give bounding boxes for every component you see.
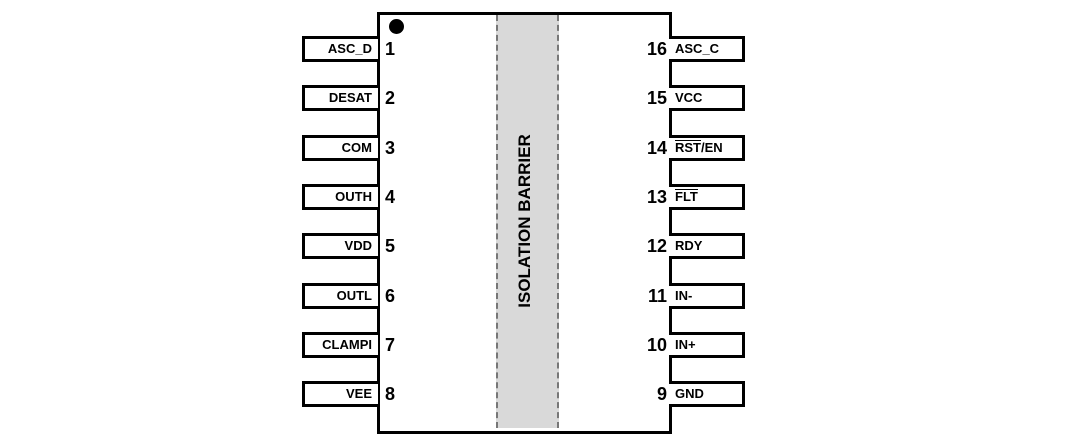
pin-name: IN- bbox=[675, 287, 693, 303]
pin-11-number: 11 bbox=[647, 285, 667, 306]
pin-name: COM bbox=[341, 139, 372, 155]
pin-3-number: 3 bbox=[385, 137, 396, 158]
pin-2-number: 2 bbox=[385, 88, 396, 109]
pin-7-number: 7 bbox=[385, 334, 396, 355]
pin-8-number: 8 bbox=[385, 384, 396, 405]
pin-13-label: FLT bbox=[669, 183, 745, 210]
pin-name: ASC_C bbox=[675, 41, 720, 56]
pin-7-label: CLAMPI bbox=[302, 331, 378, 358]
pin-14-label: RST/EN bbox=[669, 134, 745, 161]
pin-16-number: 16 bbox=[646, 39, 667, 59]
pin-15-number: 15 bbox=[646, 88, 667, 109]
isolation-barrier bbox=[496, 15, 559, 428]
pin-4-label: OUTH bbox=[302, 183, 378, 210]
pin-5-number: 5 bbox=[385, 236, 396, 257]
pin1-indicator-dot bbox=[389, 19, 404, 34]
pin-13-number: 13 bbox=[646, 186, 667, 207]
pin-name: VCC bbox=[675, 90, 703, 106]
pin-6-number: 6 bbox=[385, 285, 396, 306]
pin-name: IN+ bbox=[675, 336, 696, 352]
pin-16-label: ASC_C bbox=[669, 36, 745, 62]
pin-name: DESAT bbox=[328, 90, 372, 106]
pin-name: OUTH bbox=[335, 188, 372, 204]
pin-1-number: 1 bbox=[385, 39, 396, 59]
pin-2-label: DESAT bbox=[302, 85, 378, 112]
pin-9-number: 9 bbox=[656, 384, 667, 405]
pin-name: RST/EN bbox=[675, 139, 723, 155]
pin-name: ASC_D bbox=[327, 41, 372, 56]
pin-12-label: RDY bbox=[669, 233, 745, 260]
overline-bar bbox=[675, 188, 698, 190]
pin-9-label: GND bbox=[669, 381, 745, 408]
pin-name: OUTL bbox=[336, 287, 372, 303]
pin-12-number: 12 bbox=[646, 236, 667, 257]
pin-11-label: IN- bbox=[669, 282, 745, 309]
pin-6-label: OUTL bbox=[302, 282, 378, 309]
pin-name: RDY bbox=[675, 238, 703, 254]
pin-3-label: COM bbox=[302, 134, 378, 161]
pin-name: VEE bbox=[345, 386, 372, 402]
pin-name: GND bbox=[675, 386, 704, 402]
pin-8-label: VEE bbox=[302, 381, 378, 408]
pin-15-label: VCC bbox=[669, 85, 745, 112]
pin-4-number: 4 bbox=[385, 186, 396, 207]
pin-name: CLAMPI bbox=[322, 336, 372, 352]
pin-name: VDD bbox=[344, 238, 372, 254]
pin-14-number: 14 bbox=[646, 137, 667, 158]
pin-10-number: 10 bbox=[646, 334, 667, 355]
overline-bar bbox=[675, 139, 701, 141]
pin-name: FLT bbox=[675, 188, 698, 204]
pin-10-label: IN+ bbox=[669, 331, 745, 358]
pin-5-label: VDD bbox=[302, 233, 378, 260]
pin-1-label: ASC_D bbox=[302, 36, 378, 62]
isolation-barrier-label: ISOLATION BARRIER bbox=[515, 134, 534, 308]
